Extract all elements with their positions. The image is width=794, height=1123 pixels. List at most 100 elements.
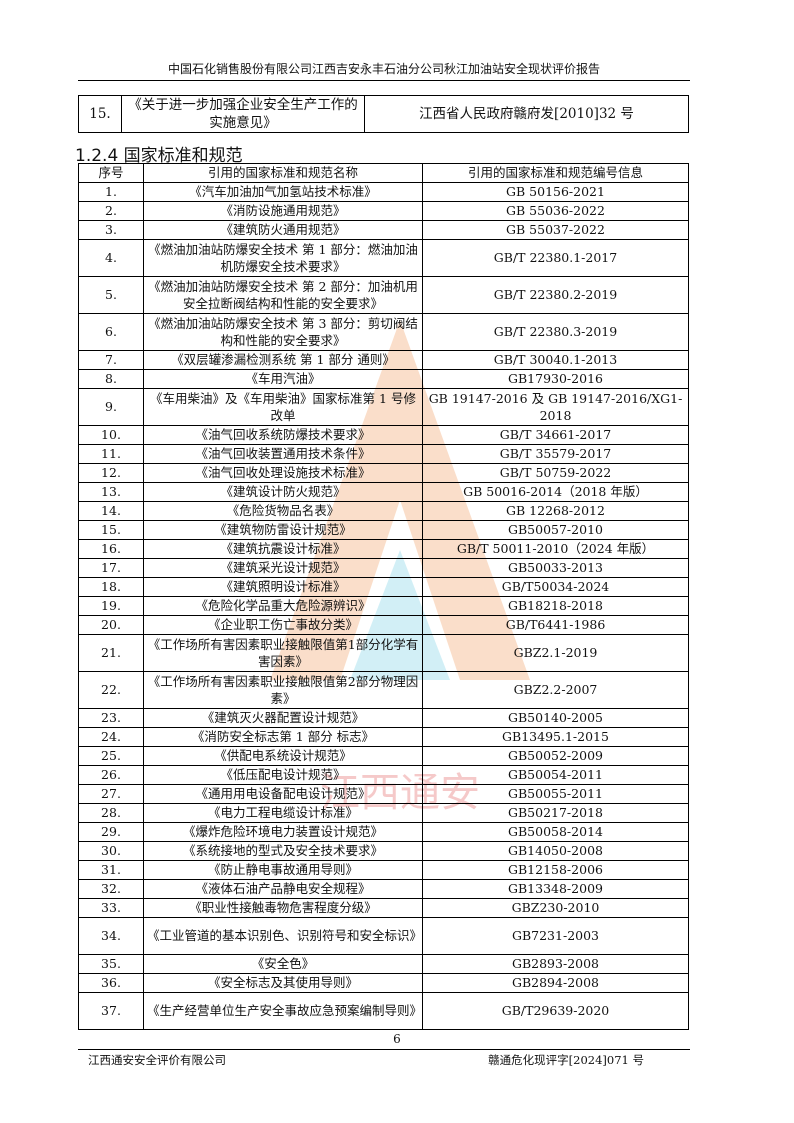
table-row: 14. 《危险货物品名表》 GB 12268-2012 xyxy=(78,501,689,521)
table-row: 15. 《建筑物防雷设计规范》 GB50057-2010 xyxy=(78,520,689,540)
standard-code: GB2893-2008 xyxy=(422,954,689,974)
row-number: 5. xyxy=(78,276,144,314)
row-number: 28. xyxy=(78,803,144,823)
section-heading: 1.2.4 国家标准和规范 xyxy=(75,146,243,166)
standard-code: GB/T50034-2024 xyxy=(422,577,689,597)
row-number: 25. xyxy=(78,746,144,766)
row-number: 14. xyxy=(78,501,144,521)
standard-code: GB13348-2009 xyxy=(422,879,689,899)
standard-code: GB7231-2003 xyxy=(422,917,689,955)
row-number: 29. xyxy=(78,822,144,842)
row-number: 4. xyxy=(78,239,144,277)
standard-code: GB50052-2009 xyxy=(422,746,689,766)
regulation-name: 《关于进一步加强企业安全生产工作的实施意见》 xyxy=(121,95,365,133)
row-number: 11. xyxy=(78,444,144,464)
standard-name: 《建筑设计防火规范》 xyxy=(143,482,423,502)
standard-name: 《系统接地的型式及安全技术要求》 xyxy=(143,841,423,861)
standard-code: GB/T 50759-2022 xyxy=(422,463,689,483)
footer-doc-number: 赣通危化现评字[2024]071 号 xyxy=(488,1053,644,1067)
table-row: 2. 《消防设施通用规范》 GB 55036-2022 xyxy=(78,201,689,221)
standard-name: 《油气回收处理设施技术标准》 xyxy=(143,463,423,483)
table-row: 6. 《燃油加油站防爆安全技术 第 3 部分：剪切阀结构和性能的安全要求》 GB/T… xyxy=(78,313,689,351)
standard-code: GB 55036-2022 xyxy=(422,201,689,221)
row-number: 16. xyxy=(78,539,144,559)
standard-name: 《消防设施通用规范》 xyxy=(143,201,423,221)
table-row: 20. 《企业职工伤亡事故分类》 GB/T6441-1986 xyxy=(78,615,689,635)
standard-name: 《燃油加油站防爆安全技术 第 1 部分：燃油加油机防爆安全技术要求》 xyxy=(143,239,423,277)
row-number: 26. xyxy=(78,765,144,785)
table-row: 7. 《双层罐渗漏检测系统 第 1 部分 通则》 GB/T 30040.1-2013 xyxy=(78,350,689,370)
row-number: 33. xyxy=(78,898,144,918)
table-row: 28. 《电力工程电缆设计标准》 GB50217-2018 xyxy=(78,803,689,823)
continued-table: 15. 《关于进一步加强企业安全生产工作的实施意见》 江西省人民政府赣府发[20… xyxy=(78,95,689,133)
table-row: 27. 《通用用电设备配电设计规范》 GB50055-2011 xyxy=(78,784,689,804)
table-row: 23. 《建筑灭火器配置设计规范》 GB50140-2005 xyxy=(78,708,689,728)
row-number: 27. xyxy=(78,784,144,804)
standard-code: GB 12268-2012 xyxy=(422,501,689,521)
table-row: 19. 《危险化学品重大危险源辨识》 GB18218-2018 xyxy=(78,596,689,616)
standard-code: GB50217-2018 xyxy=(422,803,689,823)
row-number: 31. xyxy=(78,860,144,880)
row-number: 3. xyxy=(78,220,144,240)
standard-name: 《建筑采光设计规范》 xyxy=(143,558,423,578)
standard-code: GB50058-2014 xyxy=(422,822,689,842)
standard-name: 《消防安全标志第 1 部分 标志》 xyxy=(143,727,423,747)
standard-code: GBZ2.1-2019 xyxy=(422,634,689,672)
table-row: 11. 《油气回收装置通用技术条件》 GB/T 35579-2017 xyxy=(78,444,689,464)
standard-code: GB/T 34661-2017 xyxy=(422,425,689,445)
row-number: 6. xyxy=(78,313,144,351)
row-number: 24. xyxy=(78,727,144,747)
standard-name: 《防止静电事故通用导则》 xyxy=(143,860,423,880)
standard-name: 《通用用电设备配电设计规范》 xyxy=(143,784,423,804)
row-number: 13. xyxy=(78,482,144,502)
standard-name: 《建筑照明设计标准》 xyxy=(143,577,423,597)
header-rule xyxy=(78,80,690,81)
standard-name: 《双层罐渗漏检测系统 第 1 部分 通则》 xyxy=(143,350,423,370)
standard-name: 《工业管道的基本识别色、识别符号和安全标识》 xyxy=(143,917,423,955)
row-number: 21. xyxy=(78,634,144,672)
standard-code: GB/T 30040.1-2013 xyxy=(422,350,689,370)
standard-name: 《车用汽油》 xyxy=(143,369,423,389)
standard-name: 《建筑抗震设计标准》 xyxy=(143,539,423,559)
standard-name: 《危险货物品名表》 xyxy=(143,501,423,521)
standard-name: 《液体石油产品静电安全规程》 xyxy=(143,879,423,899)
table-row: 29. 《爆炸危险环境电力装置设计规范》 GB50058-2014 xyxy=(78,822,689,842)
table-row: 25. 《供配电系统设计规范》 GB50052-2009 xyxy=(78,746,689,766)
standard-name: 《油气回收系统防爆技术要求》 xyxy=(143,425,423,445)
table-row: 4. 《燃油加油站防爆安全技术 第 1 部分：燃油加油机防爆安全技术要求》 GB/T… xyxy=(78,239,689,277)
standard-name: 《燃油加油站防爆安全技术 第 3 部分：剪切阀结构和性能的安全要求》 xyxy=(143,313,423,351)
standard-code: GB/T 50011-2010（2024 年版） xyxy=(422,539,689,559)
row-number: 12. xyxy=(78,463,144,483)
row-number: 36. xyxy=(78,973,144,993)
standard-name: 《企业职工伤亡事故分类》 xyxy=(143,615,423,635)
table-row: 26. 《低压配电设计规范》 GB50054-2011 xyxy=(78,765,689,785)
standard-name: 《安全色》 xyxy=(143,954,423,974)
table-row: 34. 《工业管道的基本识别色、识别符号和安全标识》 GB7231-2003 xyxy=(78,917,689,955)
standard-name: 《电力工程电缆设计标准》 xyxy=(143,803,423,823)
standard-code: GB50055-2011 xyxy=(422,784,689,804)
table-header-row: 序号 引用的国家标准和规范名称 引用的国家标准和规范编号信息 xyxy=(78,163,689,183)
standard-code: GBZ230-2010 xyxy=(422,898,689,918)
standard-code: GB18218-2018 xyxy=(422,596,689,616)
standard-code: GB50057-2010 xyxy=(422,520,689,540)
table-row: 18. 《建筑照明设计标准》 GB/T50034-2024 xyxy=(78,577,689,597)
standard-code: GB 55037-2022 xyxy=(422,220,689,240)
table-row: 10. 《油气回收系统防爆技术要求》 GB/T 34661-2017 xyxy=(78,425,689,445)
standard-code: GB50054-2011 xyxy=(422,765,689,785)
standard-code: GB13495.1-2015 xyxy=(422,727,689,747)
standard-code: GB50033-2013 xyxy=(422,558,689,578)
table-row: 36. 《安全标志及其使用导则》 GB2894-2008 xyxy=(78,973,689,993)
row-number: 23. xyxy=(78,708,144,728)
table-row: 30. 《系统接地的型式及安全技术要求》 GB14050-2008 xyxy=(78,841,689,861)
standards-table: 序号 引用的国家标准和规范名称 引用的国家标准和规范编号信息 1. 《汽车加油加气… xyxy=(78,163,689,1030)
row-number: 1. xyxy=(78,182,144,202)
row-number: 17. xyxy=(78,558,144,578)
standard-name: 《汽车加油加气加氢站技术标准》 xyxy=(143,182,423,202)
standard-name: 《爆炸危险环境电力装置设计规范》 xyxy=(143,822,423,842)
row-number: 20. xyxy=(78,615,144,635)
standard-name: 《车用柴油》及《车用柴油》国家标准第 1 号修改单 xyxy=(143,388,423,426)
row-number: 37. xyxy=(78,992,144,1030)
table-row: 37. 《生产经营单位生产安全事故应急预案编制导则》 GB/T29639-2020 xyxy=(78,992,689,1030)
row-number: 15. xyxy=(78,95,122,133)
standard-name: 《建筑物防雷设计规范》 xyxy=(143,520,423,540)
